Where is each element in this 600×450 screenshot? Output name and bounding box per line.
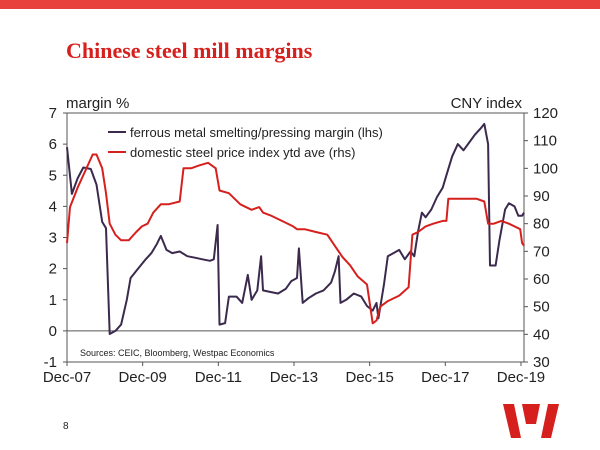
left-tick-label: 1 [49,292,57,309]
x-tick-label: Dec-19 [497,369,545,386]
right-tick-label: 30 [533,354,550,371]
left-tick-label: 4 [49,198,57,215]
right-tick-label: 60 [533,271,550,288]
x-tick-label: Dec-15 [345,369,393,386]
right-tick-label: 90 [533,188,550,205]
x-tick-label: Dec-17 [421,369,469,386]
westpac-w-icon [503,404,559,438]
x-tick-label: Dec-13 [270,369,318,386]
price-index-series-line [66,153,525,325]
right-axis-label: CNY index [451,95,523,112]
page-number: 8 [63,421,69,432]
right-tick-label: 40 [533,326,550,343]
right-tick-label: 100 [533,160,558,177]
left-tick-label: 3 [49,230,57,247]
right-tick-label: 80 [533,216,550,233]
x-tick-label: Dec-07 [43,369,91,386]
right-tick-label: 110 [533,133,557,150]
right-tick-label: 70 [533,243,550,260]
x-tick-label: Dec-09 [118,369,166,386]
slide-title: Chinese steel mill margins [66,38,313,63]
left-tick-label: 6 [49,136,57,153]
margin-series-line [66,122,525,335]
left-axis-label: margin % [66,95,129,112]
left-tick-label: 5 [49,167,57,184]
legend-label: domestic steel price index ytd ave (rhs) [130,145,355,160]
left-tick-label: 7 [49,105,57,122]
left-tick-label: 2 [49,261,57,278]
x-tick-label: Dec-11 [195,369,242,386]
source-note: Sources: CEIC, Bloomberg, Westpac Econom… [80,348,275,358]
left-tick-label: -1 [44,354,57,371]
right-tick-label: 50 [533,299,550,316]
left-tick-label: 0 [49,323,57,340]
legend-label: ferrous metal smelting/pressing margin (… [130,125,383,140]
top-accent-bar [0,0,600,9]
right-tick-label: 120 [533,105,558,122]
